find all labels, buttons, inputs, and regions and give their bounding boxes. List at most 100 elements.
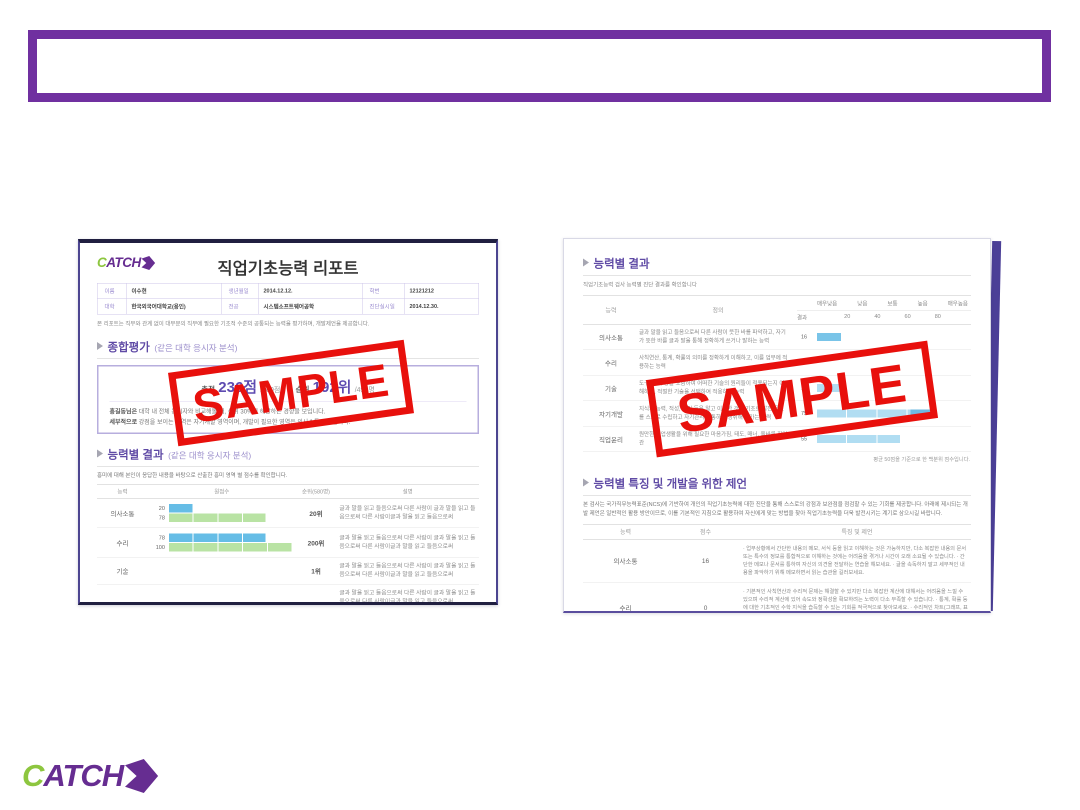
report-intro-text: 본 리포트는 직무와 관계 없이 대부분의 직무에 필요한 기초적 수준의 공통… xyxy=(97,321,370,327)
section-note: 직업기초능력 검사 능력별 진단 결과를 확인합니다 xyxy=(583,282,697,288)
report-page-overview: C ATCH 직업기초능력 리포트 이름 이수현 생년월일 2014.12.12.… xyxy=(78,239,498,605)
score-bars-cell xyxy=(147,584,296,602)
description-cell: 글과 말을 읽고 들음으로써 다른 사람이 글과 말을 읽고 들음으로써 다른 … xyxy=(336,527,479,558)
info-value: 이수현 xyxy=(126,283,222,299)
table-row: 수리 0 · 기본적인 사칙연산과 수리적 문제는 해결할 수 있지만 다소 복… xyxy=(583,582,971,611)
section-header-results: 능력별 결과 (같은 대학 응시자 분석) xyxy=(97,442,479,467)
col-header: 점수 xyxy=(699,528,712,536)
advice-intro: 본 검사는 국가직무능력표준(NCS)에 기반하여 개인의 직업기초능력에 대한… xyxy=(583,501,968,517)
score-bar xyxy=(168,543,293,552)
overall-summary: 홍길동님은 대학 내 전체 응시자와 비교해볼 때, 상위 30%에 해당하는 … xyxy=(110,402,467,428)
rank-cell: 1위 xyxy=(295,557,337,585)
info-label: 학번 xyxy=(362,283,405,299)
info-label: 진단실시일 xyxy=(362,298,405,315)
description-cell: 글과 말을 읽고 들음으로써 다른 사람이 글과 말을 읽고 들음으로써 다른 … xyxy=(336,498,479,528)
col-header: 특징 및 제언 xyxy=(841,528,873,536)
table-row: 이름 이수현 생년월일 2014.12.12. 학번 12121212 xyxy=(97,283,479,299)
section-title: 능력별 특징 및 개발을 위한 제언 xyxy=(593,477,748,491)
logo-letter-c: C xyxy=(97,255,107,270)
table-row: 기술 1위 글과 말을 읽고 들음으로써 다른 사람이 글과 말을 읽고 들음으… xyxy=(97,557,479,585)
logo-arrow-icon xyxy=(141,255,156,270)
logo-letter-c: C xyxy=(22,758,44,793)
logo-letters-atch: ATCH xyxy=(106,255,141,270)
advice-table: 능력 점수 특징 및 제언 의사소통 16 · 업무상황에서 간단한 내용의 메… xyxy=(583,524,971,611)
total-max: /500점 xyxy=(260,385,281,394)
results-table: 능력 원점수 순위(580명) 설명 의사소통 20 78 20위 글과 말을 … xyxy=(97,484,479,602)
arrow-icon xyxy=(583,258,589,267)
scale-header: 매우낮음 낮음 보통 높음 매우높음 결과 20 40 60 80 xyxy=(797,296,971,324)
arrow-icon xyxy=(583,478,589,487)
ability-cell xyxy=(97,584,148,602)
rank-max: /495명 xyxy=(354,385,375,394)
section-header-advice: 능력별 특징 및 개발을 위한 제언 xyxy=(583,471,971,496)
score-bars-cell xyxy=(147,557,296,585)
score-bar xyxy=(168,533,266,542)
description-cell: 글과 말을 읽고 들음으로써 다른 사람이 글과 말을 읽고 들음으로써 다른 … xyxy=(336,557,479,585)
bar-track xyxy=(168,513,293,522)
description-cell: 글과 말을 읽고 들음으로써 다른 사람이 글과 말을 읽고 들음으로써 다른 … xyxy=(336,584,479,602)
info-value: 12121212 xyxy=(404,283,479,299)
info-label: 전공 xyxy=(221,298,259,315)
overall-score-box: 총점 236점 /500점 순위 192위 /495명 홍길동님은 대학 내 전… xyxy=(97,365,479,434)
score-bars-cell: 20 78 xyxy=(147,498,296,528)
score-bar xyxy=(817,333,842,342)
student-info-table: 이름 이수현 생년월일 2014.12.12. 학번 12121212 대학 한… xyxy=(97,283,479,315)
results-note: 흥미에 대해 본인이 응답한 내용을 바탕으로 산출한 흥미 영역 별 점수를 … xyxy=(97,472,288,479)
rank-cell: 20위 xyxy=(295,498,337,528)
score-line: 총점 236점 /500점 순위 192위 /495명 xyxy=(109,373,467,402)
col-header: 능력 xyxy=(619,528,632,536)
ability-cell: 기술 xyxy=(97,557,148,585)
title-banner xyxy=(28,30,1051,102)
arrow-icon xyxy=(97,342,103,350)
arrow-icon xyxy=(97,449,103,458)
table-row: 대학 한국외국어대학교(용인) 전공 시스템소프트웨어공학 진단실시일 2014… xyxy=(97,298,479,315)
info-value: 2014.12.30. xyxy=(404,298,479,315)
bar-track xyxy=(168,504,293,513)
total-score: 236점 xyxy=(218,379,258,396)
report-header: C ATCH 직업기초능력 리포트 xyxy=(97,253,479,278)
table-header-row: 능력 원점수 순위(580명) 설명 xyxy=(97,484,479,499)
col-header: 정의 xyxy=(712,306,724,314)
score-bars-cell: 78 100 xyxy=(147,527,296,558)
section-title: 능력별 결과 xyxy=(593,257,650,270)
info-label: 대학 xyxy=(97,298,127,315)
info-value: 한국외국어대학교(용인) xyxy=(126,298,222,315)
col-header: 순위(580명) xyxy=(295,484,337,499)
catch-logo: C ATCH xyxy=(97,255,156,271)
ability-cell: 의사소통 xyxy=(97,498,148,528)
logo-arrow-icon xyxy=(125,759,159,793)
section-header-overall: 종합평가 (같은 대학 응시자 분석) xyxy=(97,335,479,359)
bar-track xyxy=(817,435,968,444)
score-bar xyxy=(168,504,194,513)
scale-labels: 매우낮음 낮음 보통 높음 매우높음 xyxy=(797,296,971,311)
rank-cell xyxy=(295,584,337,602)
rank-cell: 200위 xyxy=(295,527,337,558)
info-label: 생년월일 xyxy=(221,283,259,299)
col-header: 능력 xyxy=(97,484,148,499)
info-value: 2014.12.12. xyxy=(258,283,363,299)
info-value: 시스템소프트웨어공학 xyxy=(258,298,363,315)
table-row: 글과 말을 읽고 들음으로써 다른 사람이 글과 말을 읽고 들음으로써 다른 … xyxy=(97,584,479,602)
bar-track xyxy=(817,333,968,342)
bar-track xyxy=(168,533,293,542)
result-label: 결과 xyxy=(797,315,808,321)
table-header-row: 능력 정의 매우낮음 낮음 보통 높음 매우높음 결과 20 xyxy=(583,295,971,325)
table-row: 수리 78 100 200위 글과 말을 읽고 들음으로써 다른 사람이 글과 … xyxy=(97,527,479,558)
scale-ticks: 결과 20 40 60 80 xyxy=(797,313,941,322)
rank-label: 순위 xyxy=(295,385,310,395)
score-bar xyxy=(817,435,901,444)
section-title: 능력별 결과 xyxy=(107,448,164,461)
section-header-ability-results: 능력별 결과 xyxy=(583,251,971,276)
total-label: 총점 xyxy=(201,385,216,395)
col-header: 능력 xyxy=(605,306,617,314)
summary-line: 세부적으로 강점을 보이는 영역은 자기개발 영역이며, 개발이 필요한 영역은… xyxy=(109,418,351,426)
bar-track xyxy=(168,543,293,552)
table-header-row: 능력 점수 특징 및 제언 xyxy=(583,524,971,540)
rank-value: 192위 xyxy=(312,379,352,396)
section-subtitle: (같은 대학 응시자 분석) xyxy=(168,451,252,461)
table-row: 의사소통 20 78 20위 글과 말을 읽고 들음으로써 다른 사람이 글과 … xyxy=(97,498,479,528)
logo-letters-atch: ATCH xyxy=(43,758,124,793)
report-title: 직업기초능력 리포트 xyxy=(217,259,359,278)
score-bar xyxy=(168,513,266,522)
